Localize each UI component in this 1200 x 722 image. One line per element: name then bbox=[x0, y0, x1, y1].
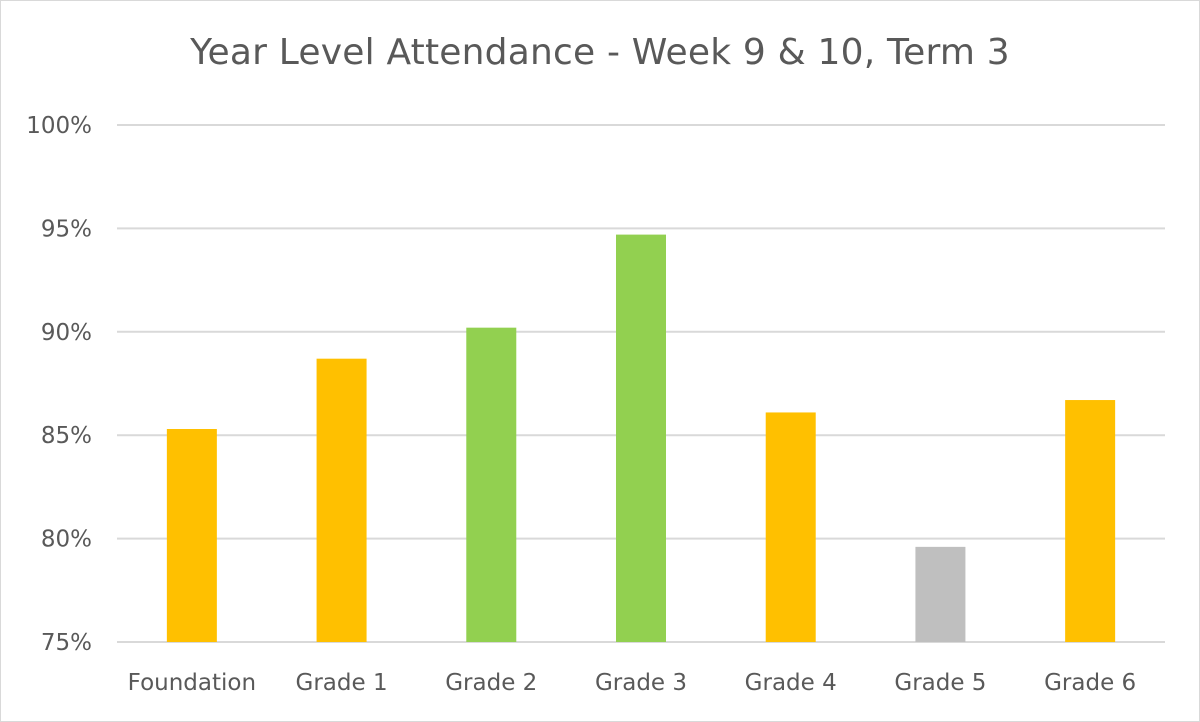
y-axis-tick-labels: 75% 80% 85% 90% 95% 100% bbox=[26, 113, 92, 656]
y-tick-label: 100% bbox=[26, 113, 92, 139]
chart-title: Year Level Attendance - Week 9 & 10, Ter… bbox=[190, 32, 1010, 73]
y-tick-label: 95% bbox=[41, 216, 92, 242]
y-tick-label: 90% bbox=[41, 320, 92, 346]
x-tick-label: Grade 6 bbox=[1044, 670, 1136, 696]
bar-grade-1 bbox=[316, 358, 367, 642]
bar-grade-3 bbox=[616, 234, 666, 642]
x-tick-label: Grade 1 bbox=[296, 670, 388, 696]
bar-grade-6 bbox=[1065, 400, 1116, 642]
bar-series bbox=[166, 234, 1116, 642]
x-tick-label: Grade 5 bbox=[894, 670, 986, 696]
y-tick-label: 85% bbox=[41, 423, 92, 449]
bar-grade-5 bbox=[915, 546, 966, 642]
x-tick-label: Grade 3 bbox=[595, 670, 687, 696]
y-tick-label: 80% bbox=[41, 527, 92, 553]
x-tick-label: Grade 4 bbox=[745, 670, 837, 696]
bar-foundation bbox=[166, 428, 217, 642]
x-axis-tick-labels: Foundation Grade 1 Grade 2 Grade 3 Grade 4 Gr… bbox=[128, 670, 1137, 696]
x-tick-label: Foundation bbox=[128, 670, 256, 696]
y-tick-label: 75% bbox=[41, 630, 92, 656]
x-tick-label: Grade 2 bbox=[445, 670, 537, 696]
bar-grade-2 bbox=[466, 327, 517, 642]
bar-grade-4 bbox=[765, 412, 816, 642]
